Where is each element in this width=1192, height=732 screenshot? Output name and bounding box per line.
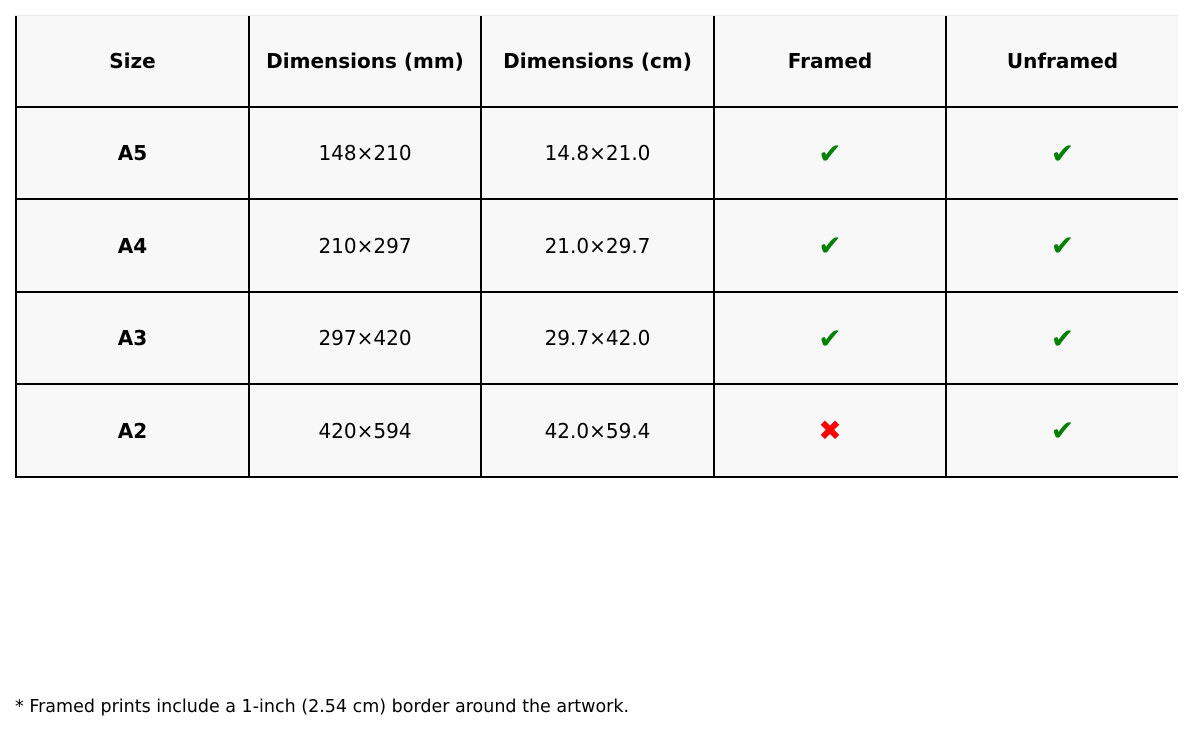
- check-icon: ✔: [1050, 229, 1075, 262]
- check-icon: ✔: [818, 229, 842, 262]
- header-cell: Size: [15, 16, 248, 108]
- dimensions-cm-cell: 42.0×59.4: [480, 385, 713, 478]
- check-icon: ✔: [818, 136, 842, 170]
- size-cell: A3: [15, 293, 248, 385]
- unframed-cell: ✔: [945, 293, 1178, 385]
- cross-icon: ✖: [818, 414, 842, 447]
- dimensions-mm-cell: 210×297: [248, 200, 480, 293]
- dimensions-mm-cell: 297×420: [248, 293, 480, 385]
- size-cell: A2: [15, 385, 248, 478]
- check-icon: ✔: [1050, 414, 1075, 447]
- header-cell: Dimensions (cm): [480, 16, 713, 108]
- dimensions-mm-cell: 148×210: [248, 108, 480, 200]
- print-sizes-table: Size Dimensions (mm) Dimensions (cm) Framed…: [15, 15, 1178, 478]
- check-icon: ✔: [1050, 321, 1075, 355]
- framed-cell: ✔: [713, 293, 945, 385]
- header-cell: Framed: [713, 16, 945, 108]
- dimensions-cm-cell: 14.8×21.0: [480, 108, 713, 200]
- framed-cell: ✔: [713, 200, 945, 293]
- dimensions-mm-cell: 420×594: [248, 385, 480, 478]
- framed-cell: ✔: [713, 108, 945, 200]
- footnote: * Framed prints include a 1-inch (2.54 c…: [15, 697, 630, 717]
- size-cell: A4: [15, 200, 248, 293]
- header-cell: Unframed: [945, 16, 1178, 108]
- header-cell: Dimensions (mm): [248, 16, 480, 108]
- check-icon: ✔: [1050, 136, 1075, 170]
- dimensions-cm-cell: 21.0×29.7: [480, 200, 713, 293]
- dimensions-cm-cell: 29.7×42.0: [480, 293, 713, 385]
- unframed-cell: ✔: [945, 108, 1178, 200]
- size-cell: A5: [15, 108, 248, 200]
- check-icon: ✔: [818, 321, 842, 355]
- unframed-cell: ✔: [945, 385, 1178, 478]
- unframed-cell: ✔: [945, 200, 1178, 293]
- framed-cell: ✖: [713, 385, 945, 478]
